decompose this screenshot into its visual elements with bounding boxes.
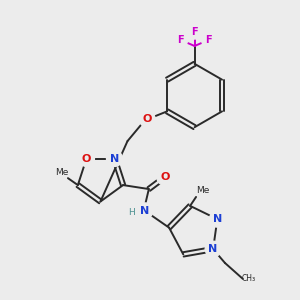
Text: F: F bbox=[191, 27, 198, 37]
Circle shape bbox=[157, 169, 172, 185]
Circle shape bbox=[140, 111, 155, 127]
Text: N: N bbox=[213, 214, 222, 224]
Text: F: F bbox=[205, 35, 212, 45]
Text: O: O bbox=[82, 154, 91, 164]
Circle shape bbox=[202, 33, 215, 47]
Text: H: H bbox=[128, 208, 134, 217]
Text: F: F bbox=[177, 35, 184, 45]
Circle shape bbox=[79, 151, 94, 166]
Text: Me: Me bbox=[55, 168, 69, 177]
Text: N: N bbox=[208, 244, 218, 254]
Circle shape bbox=[106, 151, 122, 166]
Circle shape bbox=[188, 25, 202, 39]
Text: CH₃: CH₃ bbox=[242, 274, 256, 284]
Circle shape bbox=[209, 211, 225, 227]
Circle shape bbox=[174, 33, 188, 47]
Text: N: N bbox=[110, 154, 119, 164]
Circle shape bbox=[205, 241, 221, 257]
Text: O: O bbox=[160, 172, 169, 182]
Circle shape bbox=[137, 203, 153, 219]
Text: O: O bbox=[142, 114, 152, 124]
Text: Me: Me bbox=[196, 185, 210, 194]
Text: N: N bbox=[140, 206, 149, 216]
